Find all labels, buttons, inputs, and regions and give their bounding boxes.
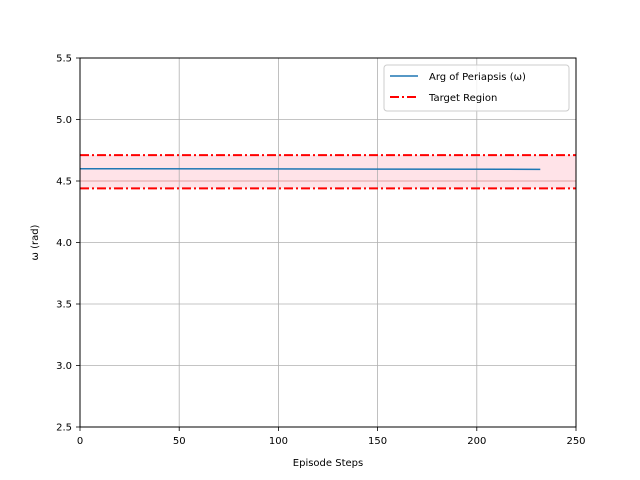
x-tick-label-0: 0 — [77, 436, 83, 447]
x-tick-label-2: 100 — [269, 436, 288, 447]
y-tick-label-2: 3.5 — [56, 300, 72, 311]
x-tick-label-1: 50 — [173, 436, 186, 447]
x-tick-label-3: 150 — [368, 436, 387, 447]
legend-box — [383, 64, 570, 112]
legend-label-series: Arg of Periapsis (ω) — [429, 72, 526, 83]
y-tick-label-4: 4.5 — [56, 177, 72, 188]
x-axis-label: Episode Steps — [293, 458, 363, 469]
series-line-0 — [79, 167, 541, 171]
x-tick-label-5: 250 — [566, 436, 585, 447]
y-axis-label: ω (rad) — [30, 224, 41, 260]
y-tick-label-5: 5.0 — [56, 115, 72, 126]
target-region-band — [80, 155, 576, 189]
x-tick-label-4: 200 — [467, 436, 486, 447]
y-tick-label-0: 2.5 — [56, 423, 72, 434]
y-tick-label-3: 4.0 — [56, 238, 72, 249]
legend: Arg of Periapsis (ω) Target Region — [383, 64, 570, 112]
y-tick-label-1: 3.0 — [56, 361, 72, 372]
legend-label-target: Target Region — [428, 93, 497, 104]
y-tick-label-6: 5.5 — [56, 54, 72, 65]
